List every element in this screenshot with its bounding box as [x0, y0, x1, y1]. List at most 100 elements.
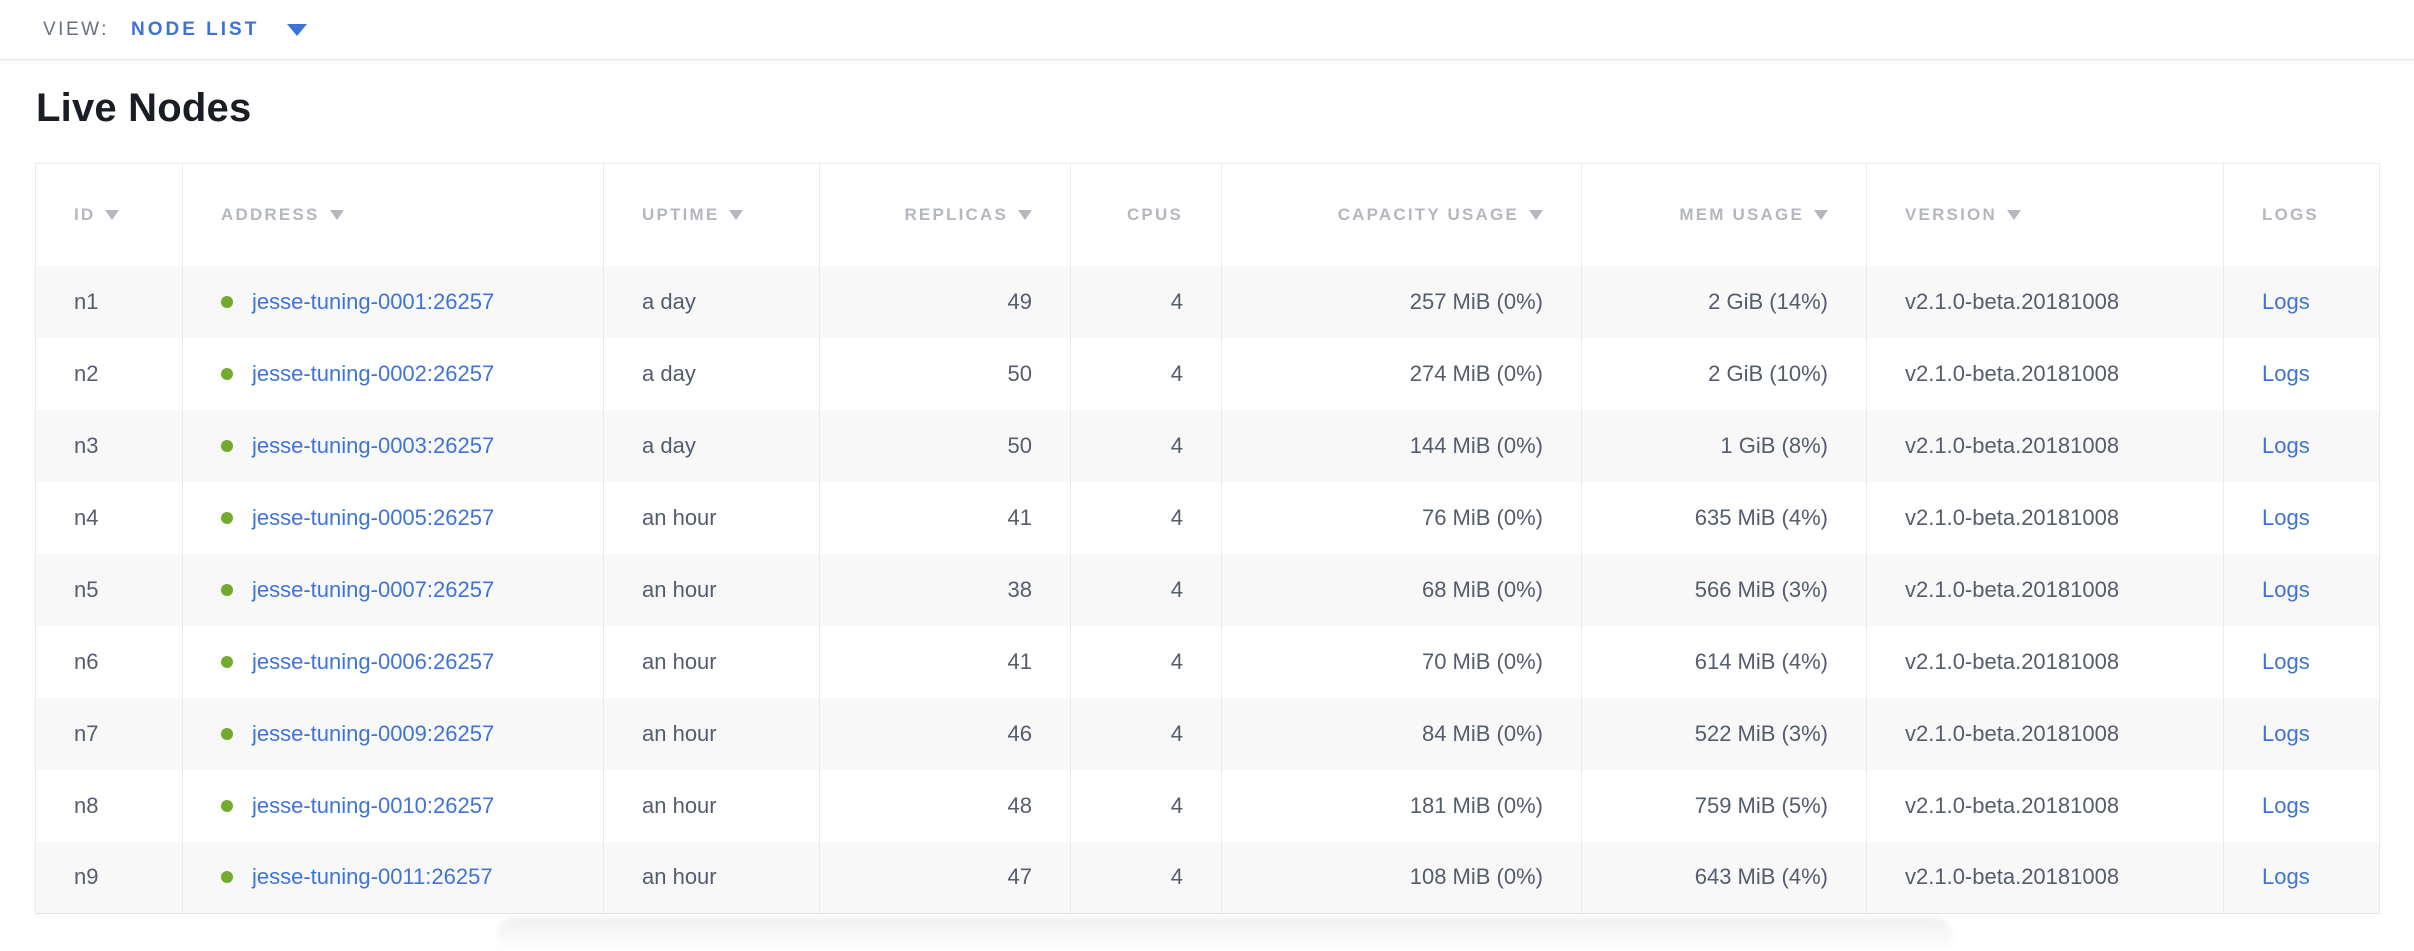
- node-address-link[interactable]: jesse-tuning-0003:26257: [252, 432, 495, 458]
- cell-replicas: 41: [819, 481, 1071, 554]
- node-address-link[interactable]: jesse-tuning-0002:26257: [252, 360, 495, 386]
- cell-replicas: 38: [819, 553, 1071, 626]
- cell-capacity: 108 MiB (0%): [1221, 841, 1582, 914]
- node-address-link[interactable]: jesse-tuning-0011:26257: [252, 864, 493, 890]
- cell-cpus: 4: [1070, 841, 1222, 914]
- cell-uptime: a day: [603, 265, 820, 338]
- cell-logs: Logs: [2223, 481, 2380, 554]
- cell-mem: 614 MiB (4%): [1581, 625, 1867, 698]
- page-title: Live Nodes: [36, 86, 252, 130]
- node-logs-link[interactable]: Logs: [2262, 504, 2310, 530]
- cell-logs: Logs: [2223, 337, 2380, 410]
- view-selector-dropdown[interactable]: NODE LIST: [131, 19, 308, 41]
- cell-version: v2.1.0-beta.20181008: [1866, 553, 2224, 626]
- live-status-dot: [221, 655, 233, 668]
- cell-replicas: 49: [819, 265, 1071, 338]
- cell-mem: 635 MiB (4%): [1581, 481, 1867, 554]
- sort-descending-icon: [1814, 209, 1828, 220]
- cell-replicas: 46: [819, 697, 1071, 770]
- column-header-uptime[interactable]: UPTIME: [603, 163, 820, 266]
- cell-uptime: an hour: [603, 553, 820, 626]
- node-address-link[interactable]: jesse-tuning-0006:26257: [252, 648, 495, 674]
- column-header-replicas[interactable]: REPLICAS: [819, 163, 1071, 266]
- cell-version: v2.1.0-beta.20181008: [1866, 841, 2224, 914]
- live-status-dot: [221, 871, 233, 884]
- node-logs-link[interactable]: Logs: [2262, 576, 2310, 602]
- node-logs-link[interactable]: Logs: [2262, 720, 2310, 746]
- cell-cpus: 4: [1070, 553, 1222, 626]
- cell-version: v2.1.0-beta.20181008: [1866, 409, 2224, 482]
- node-logs-link[interactable]: Logs: [2262, 288, 2310, 314]
- node-logs-link[interactable]: Logs: [2262, 360, 2310, 386]
- cell-logs: Logs: [2223, 841, 2380, 914]
- node-logs-link[interactable]: Logs: [2262, 864, 2310, 890]
- cell-cpus: 4: [1070, 409, 1222, 482]
- live-status-dot: [221, 367, 233, 380]
- cell-uptime: an hour: [603, 769, 820, 842]
- cell-id: n2: [35, 337, 183, 410]
- cell-mem: 759 MiB (5%): [1581, 769, 1867, 842]
- node-row-n8: n8 jesse-tuning-0010:26257 an hour 48 4 181 M…: [35, 769, 2380, 842]
- cell-capacity: 181 MiB (0%): [1221, 769, 1582, 842]
- sort-descending-icon: [105, 209, 120, 220]
- cell-capacity: 70 MiB (0%): [1221, 625, 1582, 698]
- node-logs-link[interactable]: Logs: [2262, 792, 2310, 818]
- cell-logs: Logs: [2223, 769, 2380, 842]
- column-header-id[interactable]: ID: [35, 163, 183, 266]
- cell-replicas: 41: [819, 625, 1071, 698]
- cell-replicas: 50: [819, 409, 1071, 482]
- node-logs-link[interactable]: Logs: [2262, 648, 2310, 674]
- column-header-logs: LOGS: [2223, 163, 2380, 266]
- cell-logs: Logs: [2223, 409, 2380, 482]
- live-status-dot: [221, 439, 233, 452]
- cell-address: jesse-tuning-0007:26257: [182, 553, 604, 626]
- column-header-label: LOGS: [2262, 204, 2319, 224]
- node-address-link[interactable]: jesse-tuning-0001:26257: [252, 288, 495, 314]
- cell-replicas: 50: [819, 337, 1071, 410]
- cell-mem: 643 MiB (4%): [1581, 841, 1867, 914]
- sort-descending-icon: [1018, 209, 1032, 220]
- sort-descending-icon: [2006, 209, 2021, 220]
- node-row-n6: n6 jesse-tuning-0006:26257 an hour 41 4 70 Mi…: [35, 625, 2380, 698]
- cell-id: n9: [35, 841, 183, 914]
- node-address-link[interactable]: jesse-tuning-0010:26257: [252, 792, 495, 818]
- cell-address: jesse-tuning-0009:26257: [182, 697, 604, 770]
- node-address-link[interactable]: jesse-tuning-0007:26257: [252, 576, 495, 602]
- cell-cpus: 4: [1070, 265, 1222, 338]
- cell-address: jesse-tuning-0003:26257: [182, 409, 604, 482]
- cell-uptime: a day: [603, 409, 820, 482]
- cell-mem: 2 GiB (10%): [1581, 337, 1867, 410]
- column-header-mem[interactable]: MEM USAGE: [1581, 163, 1867, 266]
- table-header-row: ID ADDRESS UPTIME REPLICAS CPUS CAPACITY USAG…: [35, 163, 2380, 266]
- node-address-link[interactable]: jesse-tuning-0005:26257: [252, 504, 495, 530]
- table-body: n1 jesse-tuning-0001:26257 a day 49 4 257 MiB…: [35, 265, 2380, 914]
- node-address-link[interactable]: jesse-tuning-0009:26257: [252, 720, 495, 746]
- cell-cpus: 4: [1070, 697, 1222, 770]
- column-header-label: CAPACITY USAGE: [1337, 204, 1519, 224]
- cell-address: jesse-tuning-0001:26257: [182, 265, 604, 338]
- cell-uptime: an hour: [603, 697, 820, 770]
- live-status-dot: [221, 295, 233, 308]
- column-header-label: ID: [74, 204, 96, 224]
- node-row-n5: n5 jesse-tuning-0007:26257 an hour 38 4 68 Mi…: [35, 553, 2380, 626]
- node-row-n3: n3 jesse-tuning-0003:26257 a day 50 4 144 MiB…: [35, 409, 2380, 482]
- cell-capacity: 257 MiB (0%): [1221, 265, 1582, 338]
- live-status-dot: [221, 583, 233, 596]
- column-header-capacity[interactable]: CAPACITY USAGE: [1221, 163, 1582, 266]
- live-status-dot: [221, 799, 233, 812]
- cell-id: n8: [35, 769, 183, 842]
- column-header-label: REPLICAS: [904, 204, 1008, 224]
- cell-version: v2.1.0-beta.20181008: [1866, 769, 2224, 842]
- cell-address: jesse-tuning-0002:26257: [182, 337, 604, 410]
- node-logs-link[interactable]: Logs: [2262, 432, 2310, 458]
- live-nodes-table: ID ADDRESS UPTIME REPLICAS CPUS CAPACITY USAG…: [35, 163, 2380, 914]
- cell-capacity: 274 MiB (0%): [1221, 337, 1582, 410]
- cell-cpus: 4: [1070, 769, 1222, 842]
- cell-replicas: 48: [819, 769, 1071, 842]
- cell-uptime: a day: [603, 337, 820, 410]
- column-header-version[interactable]: VERSION: [1866, 163, 2224, 266]
- node-row-n4: n4 jesse-tuning-0005:26257 an hour 41 4 76 Mi…: [35, 481, 2380, 554]
- column-header-address[interactable]: ADDRESS: [182, 163, 604, 266]
- cell-id: n1: [35, 265, 183, 338]
- sort-descending-icon: [729, 209, 744, 220]
